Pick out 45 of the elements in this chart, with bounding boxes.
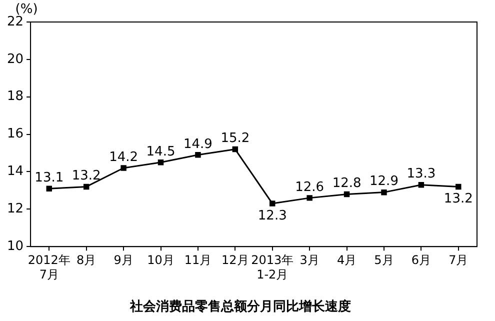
- y-tick-label: 10: [6, 238, 24, 254]
- x-tick-label: 8月: [76, 252, 96, 267]
- point: [381, 189, 387, 196]
- data-label: 13.2: [72, 168, 101, 184]
- y-axis-title: (%): [15, 2, 38, 17]
- data-label: 13.1: [34, 170, 64, 186]
- y-tick-label: 18: [6, 89, 24, 104]
- point: [195, 152, 201, 158]
- data-label: 14.5: [146, 144, 176, 160]
- data-label: 12.9: [370, 174, 398, 190]
- point: [418, 182, 424, 188]
- data-label: 12.3: [258, 208, 287, 224]
- data-label: 14.9: [183, 136, 212, 152]
- point: [158, 160, 164, 166]
- text: 社会消费品零售总额分月同比增长速度: [129, 298, 351, 315]
- point: [83, 184, 90, 190]
- data-label: 13.2: [444, 192, 473, 207]
- point: [306, 195, 312, 201]
- point: [232, 146, 238, 152]
- x-tick-label: 10月: [147, 252, 174, 267]
- y-tick-label: 12: [6, 202, 24, 217]
- x-tick-label: 12月: [222, 252, 249, 267]
- point: [270, 200, 276, 206]
- x-tick-label: 4月: [336, 252, 357, 267]
- point: [46, 186, 52, 192]
- point: [120, 165, 126, 171]
- x-tick-label: 7月: [448, 252, 468, 267]
- data-label: 15.2: [220, 131, 250, 146]
- y-tick-label: 22: [6, 14, 24, 30]
- x-tick-label: 3月: [300, 252, 320, 267]
- data-label: 12.8: [332, 176, 362, 192]
- x-tick-label: 5月: [374, 252, 394, 267]
- y-tick-label: 16: [6, 126, 24, 142]
- point: [344, 191, 350, 198]
- x-tick-label: 2013年 1-2月: [251, 252, 294, 282]
- x-tick-label: 2012年 7月: [28, 252, 70, 282]
- point: [456, 184, 462, 190]
- y-tick-label: 14: [6, 164, 24, 180]
- data-label: 13.3: [406, 166, 436, 182]
- data-label: 14.2: [109, 150, 138, 165]
- x-tick-label: 9月: [114, 252, 134, 267]
- data-label: 12.6: [295, 180, 324, 195]
- x-tick-label: 11月: [184, 252, 212, 267]
- y-tick-label: 20: [6, 52, 24, 67]
- x-tick-label: 6月: [411, 252, 432, 267]
